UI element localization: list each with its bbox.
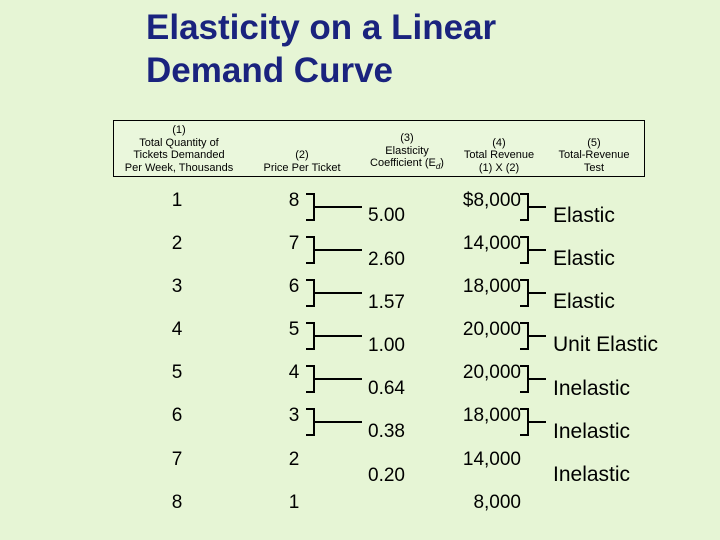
- price-bracket: [306, 365, 362, 393]
- revenue-test-cell: Inelastic: [553, 420, 631, 443]
- price-bracket: [306, 408, 362, 436]
- elasticity-cell: 5.00: [368, 205, 405, 226]
- price-cell: 4: [288, 362, 300, 383]
- elasticity-cell: 0.20: [368, 465, 405, 486]
- revenue-bracket: [520, 408, 546, 436]
- header-price: (2) Price Per Ticket: [263, 149, 341, 174]
- title-line-2: Demand Curve: [146, 51, 394, 90]
- table-header: (1) Total Quantity of Tickets Demanded P…: [113, 120, 645, 177]
- total-revenue-cell: 20,000: [462, 362, 521, 383]
- price-bracket: [306, 193, 362, 221]
- header-total-revenue: (4) Total Revenue (1) X (2): [463, 136, 535, 174]
- revenue-test-cell: Elastic: [553, 204, 615, 227]
- revenue-bracket: [520, 365, 546, 393]
- header-revenue-test: (5) Total-Revenue Test: [558, 136, 630, 174]
- revenue-test-cell: Unit Elastic: [553, 333, 659, 356]
- total-revenue-cell: 18,000: [462, 276, 521, 297]
- title-line-1: Elasticity on a Linear: [146, 8, 497, 47]
- quantity-cell: 7: [171, 449, 183, 470]
- revenue-bracket: [520, 193, 546, 221]
- total-revenue-cell: 20,000: [462, 319, 521, 340]
- revenue-bracket: [520, 322, 546, 350]
- price-bracket: [306, 236, 362, 264]
- price-cell: 2: [288, 449, 300, 470]
- page-title: Elasticity on a Linear Demand Curve: [146, 6, 496, 92]
- price-bracket: [306, 279, 362, 307]
- price-bracket: [306, 322, 362, 350]
- elasticity-cell: 1.00: [368, 335, 405, 356]
- quantity-cell: 6: [171, 405, 183, 426]
- total-revenue-cell: $8,000: [462, 190, 521, 211]
- elasticity-cell: 0.38: [368, 421, 405, 442]
- revenue-bracket: [520, 236, 546, 264]
- price-cell: 1: [288, 492, 300, 513]
- quantity-cell: 3: [171, 276, 183, 297]
- total-revenue-cell: 18,000: [462, 405, 521, 426]
- quantity-cell: 4: [171, 319, 183, 340]
- price-cell: 8: [288, 190, 300, 211]
- total-revenue-cell: 8,000: [473, 492, 521, 513]
- total-revenue-cell: 14,000: [462, 233, 521, 254]
- header-quantity: (1) Total Quantity of Tickets Demanded P…: [124, 124, 234, 174]
- quantity-cell: 1: [171, 190, 183, 211]
- total-revenue-cell: 14,000: [462, 449, 521, 470]
- revenue-test-cell: Elastic: [553, 290, 615, 313]
- elasticity-cell: 2.60: [368, 249, 405, 270]
- price-cell: 5: [288, 319, 300, 340]
- price-cell: 3: [288, 405, 300, 426]
- elasticity-cell: 1.57: [368, 292, 405, 313]
- quantity-cell: 2: [171, 233, 183, 254]
- header-elasticity: (3) Elasticity Coefficient (Ed): [370, 132, 444, 172]
- quantity-cell: 5: [171, 362, 183, 383]
- revenue-test-cell: Inelastic: [553, 377, 631, 400]
- revenue-bracket: [520, 279, 546, 307]
- revenue-test-cell: Inelastic: [553, 463, 631, 486]
- quantity-cell: 8: [171, 492, 183, 513]
- revenue-test-cell: Elastic: [553, 247, 615, 270]
- price-cell: 6: [288, 276, 300, 297]
- elasticity-cell: 0.64: [368, 378, 405, 399]
- price-cell: 7: [288, 233, 300, 254]
